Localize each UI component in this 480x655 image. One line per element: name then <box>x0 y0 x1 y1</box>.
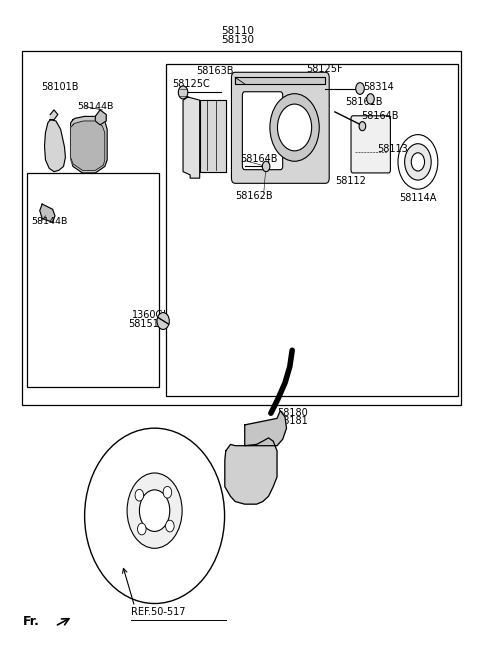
Text: 58163B: 58163B <box>197 66 234 76</box>
Circle shape <box>179 86 188 99</box>
Circle shape <box>166 520 174 532</box>
Polygon shape <box>45 120 65 172</box>
Bar <box>27 173 159 387</box>
Text: 58144B: 58144B <box>77 102 113 111</box>
Circle shape <box>157 312 169 329</box>
Circle shape <box>277 104 312 151</box>
Ellipse shape <box>84 428 225 603</box>
Polygon shape <box>200 100 226 172</box>
Bar <box>167 64 458 396</box>
FancyBboxPatch shape <box>231 72 329 183</box>
Circle shape <box>127 473 182 548</box>
Polygon shape <box>235 77 325 84</box>
Circle shape <box>138 523 146 535</box>
Circle shape <box>135 489 144 501</box>
Circle shape <box>356 83 364 94</box>
Circle shape <box>163 487 172 498</box>
Polygon shape <box>225 438 277 504</box>
Circle shape <box>367 94 374 104</box>
Text: REF.50-517: REF.50-517 <box>131 607 185 617</box>
Polygon shape <box>50 110 58 120</box>
Text: 58101B: 58101B <box>42 83 79 92</box>
Bar <box>22 52 461 405</box>
Text: 58125F: 58125F <box>306 64 343 74</box>
Polygon shape <box>40 204 55 222</box>
FancyBboxPatch shape <box>351 116 390 173</box>
Polygon shape <box>245 411 287 445</box>
Text: 58161B: 58161B <box>345 97 383 107</box>
Circle shape <box>139 490 170 531</box>
Circle shape <box>359 122 366 131</box>
Text: Fr.: Fr. <box>23 614 39 627</box>
Text: 58151B: 58151B <box>129 319 166 329</box>
Circle shape <box>411 153 424 171</box>
Text: 1360GJ: 1360GJ <box>132 310 168 320</box>
Text: 58162B: 58162B <box>235 191 273 200</box>
Polygon shape <box>71 117 107 173</box>
Circle shape <box>405 143 431 180</box>
Text: 58144B: 58144B <box>31 217 68 226</box>
FancyBboxPatch shape <box>242 92 283 170</box>
Circle shape <box>262 161 270 172</box>
Polygon shape <box>96 110 106 125</box>
Text: 58110: 58110 <box>221 26 254 36</box>
Polygon shape <box>183 97 200 178</box>
Text: 58114A: 58114A <box>399 193 436 202</box>
Text: 58125C: 58125C <box>173 79 210 89</box>
Text: 58164B: 58164B <box>240 154 277 164</box>
Text: 58113: 58113 <box>378 144 408 154</box>
Text: 58130: 58130 <box>221 35 254 45</box>
Text: 58112: 58112 <box>335 176 366 187</box>
Circle shape <box>270 94 319 161</box>
Text: 58180: 58180 <box>277 408 308 419</box>
Text: 58314: 58314 <box>363 83 394 92</box>
Polygon shape <box>71 121 105 170</box>
Circle shape <box>398 135 438 189</box>
Text: 58164B: 58164B <box>361 111 398 121</box>
Text: 58181: 58181 <box>277 416 308 426</box>
